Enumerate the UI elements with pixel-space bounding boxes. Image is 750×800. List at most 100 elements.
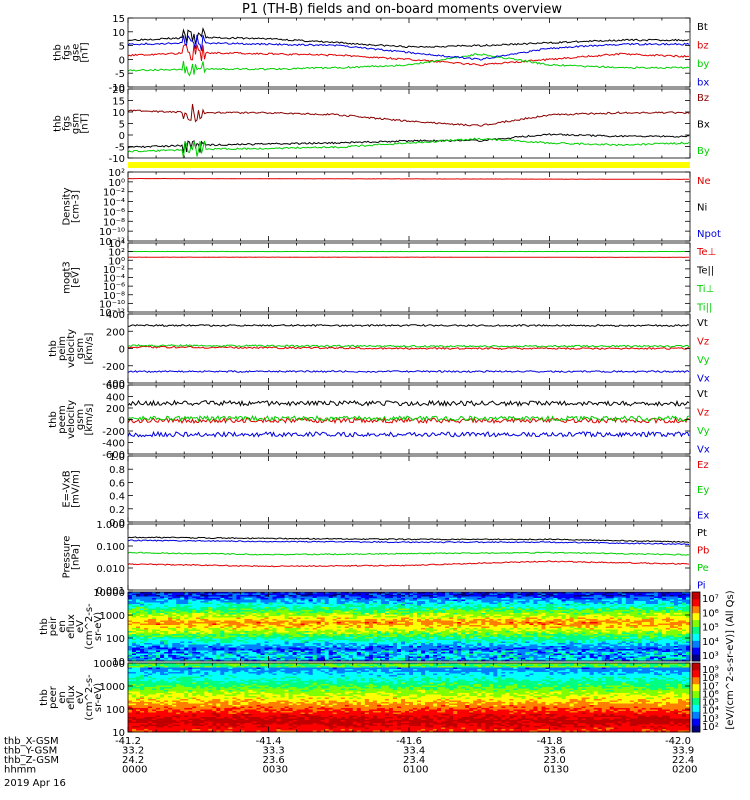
spectrogram-cell xyxy=(308,596,314,599)
spectrogram-cell xyxy=(364,593,370,596)
spectrogram-cell xyxy=(545,605,550,608)
spectrogram-cell xyxy=(328,604,334,606)
spectrogram-cell xyxy=(192,613,197,615)
spectrogram-cell xyxy=(682,604,687,606)
y-axis-label-line: thb xyxy=(48,411,59,428)
spectrogram-cell xyxy=(240,595,245,597)
spectrogram-cell xyxy=(276,598,281,600)
spectrogram-cell xyxy=(332,610,338,612)
spectrogram-cell xyxy=(296,601,302,603)
spectrogram-cell xyxy=(585,608,591,611)
spectrogram-cell xyxy=(453,607,458,609)
spectrogram-cell xyxy=(401,611,406,614)
spectrogram-cell xyxy=(421,599,426,602)
spectrogram-cell xyxy=(577,611,583,614)
spectrogram-cell xyxy=(653,605,659,608)
spectrogram-cell xyxy=(160,593,165,596)
spectrogram-cell xyxy=(457,610,462,612)
spectrogram-cell xyxy=(621,611,627,614)
spectrogram-cell xyxy=(405,611,410,614)
spectrogram-cell xyxy=(621,596,627,599)
spectrogram-cell xyxy=(557,611,562,614)
spectrogram-cell xyxy=(613,599,619,602)
legend-Pi: Pi xyxy=(697,581,706,592)
spectrogram-cell xyxy=(593,602,599,605)
spectrogram-cell xyxy=(441,598,446,600)
spectrogram-cell xyxy=(128,611,133,614)
spectrogram-cell xyxy=(509,601,514,603)
y-axis-label-line: [cm-3] xyxy=(71,190,82,223)
spectrogram-cell xyxy=(380,598,386,600)
spectrogram-cell xyxy=(682,605,687,608)
y-tick-label: 15 xyxy=(112,14,125,25)
spectrogram-cell xyxy=(232,596,237,599)
spectrogram-cell xyxy=(686,598,691,600)
spectrogram-cell xyxy=(356,607,362,609)
spectrogram-cell xyxy=(380,611,386,614)
spectrogram-cell xyxy=(324,605,330,608)
spectrogram-cell xyxy=(308,604,314,606)
spectrogram-cell xyxy=(140,595,145,597)
spectrogram-cell xyxy=(473,601,478,603)
spectrogram-cell xyxy=(425,604,430,606)
spectrogram-cell xyxy=(168,592,173,594)
series-line-Vx xyxy=(127,370,690,373)
spectrogram-cell xyxy=(380,602,386,605)
spectrogram-cell xyxy=(641,595,647,597)
spectrogram-cell xyxy=(621,610,627,612)
spectrogram-cell xyxy=(553,598,558,600)
spectrogram-cell xyxy=(437,598,442,600)
spectrogram-cell xyxy=(360,601,366,603)
spectrogram-cell xyxy=(609,604,615,606)
legend-Bz: Bz xyxy=(697,93,709,104)
spectrogram-cell xyxy=(304,598,310,600)
spectrogram-cell xyxy=(248,599,253,602)
spectrogram-cell xyxy=(196,605,201,608)
spectrogram-cell xyxy=(493,601,498,603)
spectrogram-cell xyxy=(168,608,173,611)
spectrogram-cell xyxy=(360,595,366,597)
spectrogram-cell xyxy=(264,605,269,608)
spectrogram-cell xyxy=(348,601,354,603)
y-tick-label: 1.0 xyxy=(109,452,125,463)
spectrogram-cell xyxy=(348,613,354,615)
spectrogram-cell xyxy=(425,608,430,611)
spectrogram-cell xyxy=(529,613,534,615)
spectrogram-cell xyxy=(140,592,145,594)
spectrogram-cell xyxy=(645,610,651,612)
spectrogram-cell xyxy=(140,613,145,615)
spectrogram-cell xyxy=(465,592,470,594)
spectrogram-cell xyxy=(525,595,530,597)
y-tick-label: 15 xyxy=(112,97,125,108)
spectrogram-cell xyxy=(344,604,350,606)
spectrogram-cell xyxy=(296,613,302,615)
spectrogram-cell xyxy=(553,593,558,596)
spectrogram-cell xyxy=(525,608,530,611)
spectrogram-cell xyxy=(645,602,651,605)
spectrogram-cell xyxy=(629,604,635,606)
spectrogram-cell xyxy=(184,602,189,605)
spectrogram-cell xyxy=(140,598,145,600)
y-tick-label: 10⁻⁸ xyxy=(103,291,125,302)
spectrogram-cell xyxy=(336,610,342,612)
spectrogram-cell xyxy=(392,605,398,608)
spectrogram-cell xyxy=(216,598,221,600)
spectrogram-cell xyxy=(184,608,189,611)
spectrogram-cell xyxy=(425,601,430,603)
y-tick-label: 10⁰ xyxy=(108,178,125,189)
spectrogram-cell xyxy=(521,601,526,603)
spectrogram-cell xyxy=(665,613,671,615)
spectrogram-cell xyxy=(585,592,591,594)
spectrogram-cell xyxy=(401,593,406,596)
spectrogram-cell xyxy=(168,598,173,600)
spectrogram-cell xyxy=(340,611,346,614)
y-tick-label: -200 xyxy=(102,427,125,438)
spectrogram-cell xyxy=(172,596,177,599)
spectrogram-cell xyxy=(368,611,374,614)
spectrogram-cell xyxy=(188,611,193,614)
spectrogram-cell xyxy=(649,608,655,611)
spectrogram-cell xyxy=(453,599,458,602)
spectrogram-cell xyxy=(497,608,502,611)
legend-by: by xyxy=(697,59,709,70)
spectrogram-cell xyxy=(541,595,546,597)
